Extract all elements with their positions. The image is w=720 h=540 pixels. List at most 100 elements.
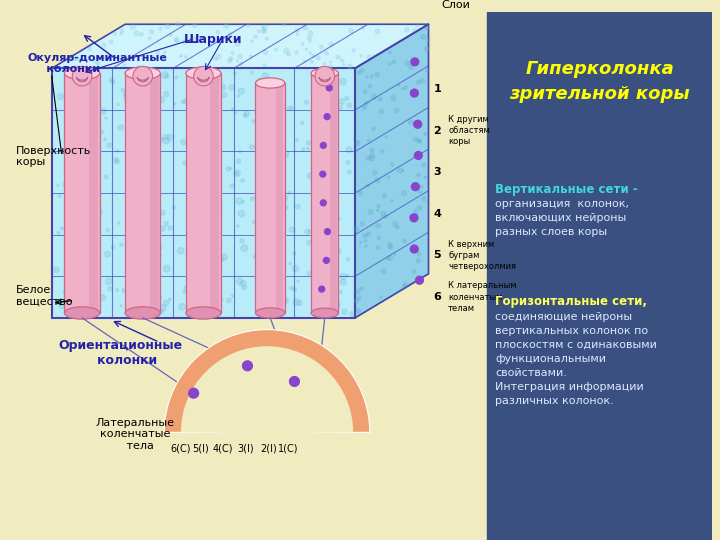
Circle shape [114,158,118,162]
Circle shape [127,109,130,112]
Circle shape [153,266,156,268]
Circle shape [346,160,350,164]
Circle shape [163,300,169,306]
Circle shape [220,39,223,43]
Circle shape [229,57,233,60]
Circle shape [397,168,402,173]
Circle shape [410,89,418,97]
Text: 4: 4 [433,209,441,219]
Circle shape [320,143,326,148]
Circle shape [317,213,323,219]
Text: 3(I): 3(I) [237,444,254,454]
Circle shape [274,210,280,217]
Circle shape [293,299,300,306]
Text: 6(C): 6(C) [171,444,192,454]
Circle shape [259,293,265,299]
Circle shape [307,141,310,145]
Circle shape [271,265,275,269]
Circle shape [415,152,422,159]
Circle shape [345,97,349,100]
Circle shape [325,228,330,234]
Circle shape [359,191,363,195]
Circle shape [123,64,125,66]
Circle shape [240,281,246,287]
Circle shape [98,209,102,214]
Circle shape [375,178,380,183]
Circle shape [276,93,282,99]
Circle shape [94,59,98,63]
Circle shape [402,191,406,195]
Circle shape [81,237,84,239]
Text: Окуляр-доминантные
     колонки: Окуляр-доминантные колонки [27,52,167,74]
Circle shape [289,262,292,265]
Circle shape [231,295,234,297]
Circle shape [302,28,305,30]
Circle shape [117,222,120,224]
Circle shape [86,233,91,237]
Circle shape [305,48,307,50]
Circle shape [137,66,142,71]
Circle shape [149,251,154,256]
Circle shape [202,82,206,85]
Circle shape [64,213,69,218]
Circle shape [234,72,236,75]
Circle shape [87,242,93,248]
Circle shape [347,103,351,107]
Circle shape [189,261,192,264]
Circle shape [410,214,418,222]
Circle shape [356,141,360,145]
Wedge shape [242,407,292,433]
Circle shape [367,55,371,59]
Circle shape [347,258,350,261]
Circle shape [217,305,222,310]
Circle shape [356,290,360,294]
Circle shape [77,65,79,68]
Circle shape [87,150,94,157]
Circle shape [159,27,162,30]
Circle shape [158,212,161,214]
Circle shape [84,76,89,82]
Bar [65,73,99,313]
Circle shape [419,185,423,188]
Circle shape [128,191,131,194]
Circle shape [417,139,421,143]
Circle shape [257,78,263,84]
Circle shape [191,36,196,41]
Ellipse shape [186,307,221,319]
Circle shape [109,40,113,44]
Circle shape [425,25,429,30]
Circle shape [163,134,168,140]
Circle shape [339,291,342,293]
Circle shape [280,299,287,305]
Circle shape [287,52,290,56]
Circle shape [158,137,163,142]
Circle shape [220,257,224,261]
Circle shape [372,127,375,131]
Circle shape [296,139,298,141]
Circle shape [231,108,234,111]
Circle shape [75,227,77,229]
Circle shape [235,172,238,175]
Circle shape [309,40,311,42]
Circle shape [181,140,186,145]
Circle shape [414,120,422,128]
Circle shape [160,305,166,312]
Circle shape [238,88,245,94]
Ellipse shape [256,78,285,88]
Wedge shape [240,405,294,433]
Circle shape [139,214,141,216]
Circle shape [160,210,165,215]
Text: 5(I): 5(I) [192,444,209,454]
Circle shape [264,90,266,92]
Circle shape [96,62,100,65]
Circle shape [189,388,199,398]
Circle shape [365,245,367,247]
Circle shape [417,252,421,256]
Circle shape [308,231,311,233]
Bar [150,73,158,313]
Circle shape [215,237,220,242]
Circle shape [125,89,127,91]
Circle shape [104,138,107,140]
Circle shape [120,305,122,307]
Circle shape [388,63,391,65]
